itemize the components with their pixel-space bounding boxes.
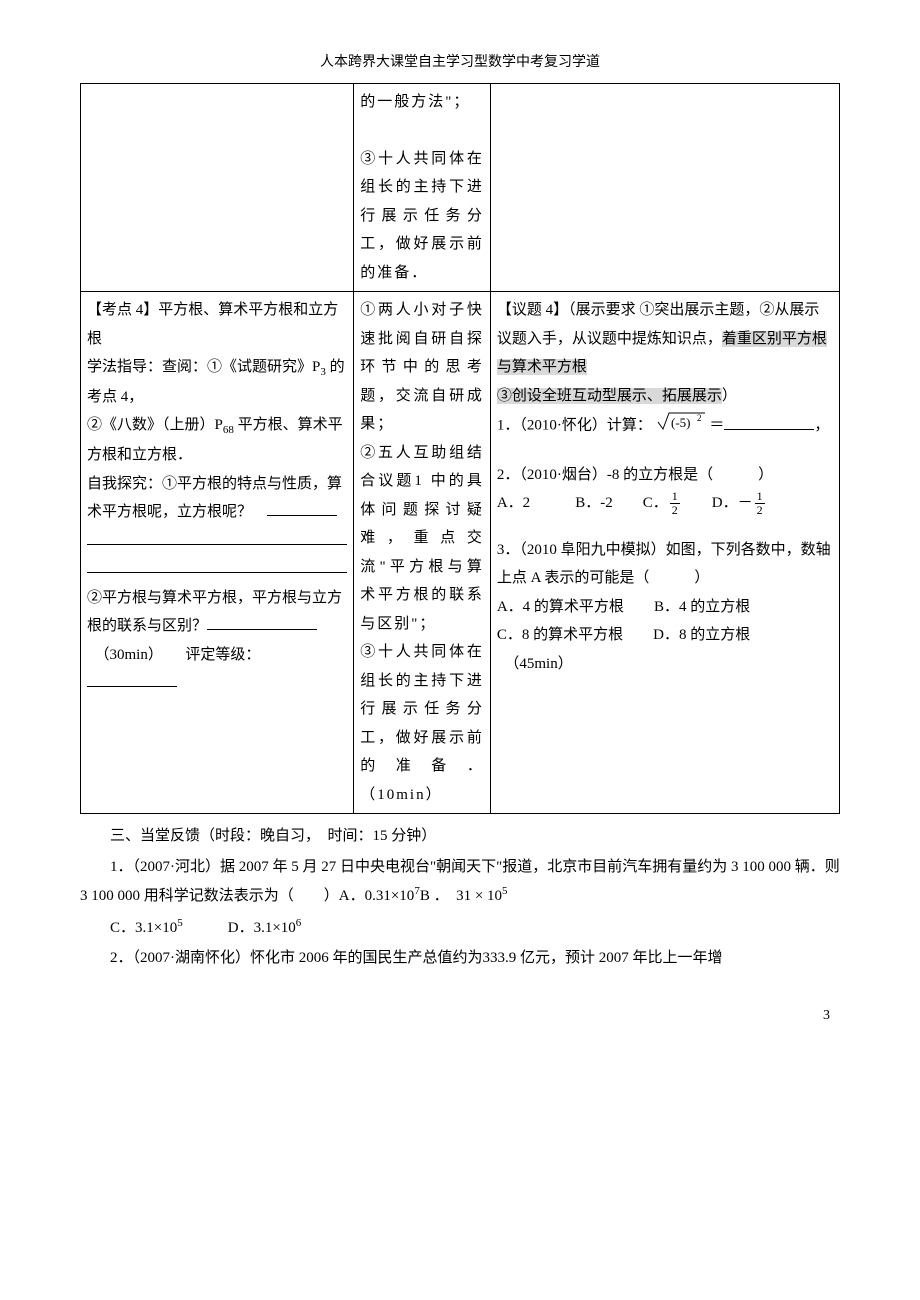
page-number: 3 (80, 1003, 840, 1030)
blank-4 (207, 614, 317, 630)
svg-text:2: 2 (697, 413, 702, 423)
q2-d-pre: D． (712, 495, 738, 511)
r2c2-text: ①两人小对子快速批阅自研自探环节中的思考题，交流自研成果； ②五人互助组结合议题… (360, 302, 484, 803)
q1-blank (724, 414, 814, 430)
q2-b: B．-2 (575, 495, 613, 511)
row1-col3 (490, 83, 839, 292)
time-30: （30min） (102, 647, 155, 663)
q2-opts: A．2 B．-2 C．12 D．－12 (497, 489, 833, 518)
grade-label: 评定等级： (185, 647, 260, 663)
q2-a: A．2 (497, 495, 530, 511)
yiti-hl2-line: ③创设全班互动型展示、拓展展示） (497, 382, 833, 411)
q1b-pre: B ． 31 × 10 (420, 888, 502, 904)
q3-c: C．8 的算术平方根 (497, 627, 623, 643)
q1-line: 1．（2010·怀化）计算： (-5) 2 ＝ ， (497, 410, 833, 443)
below-q1: 1．（2007·河北）据 2007 年 5 月 27 日中央电视台"朝闻天下"报… (80, 853, 840, 911)
section-title: 三、当堂反馈（时段：晚自习， 时间：15 分钟） (80, 822, 840, 851)
q3-d: D．8 的立方根 (653, 627, 750, 643)
q2-c-pre: C． (643, 495, 668, 511)
guide: 学法指导：查阅：①《试题研究》P3 的考点 4， (87, 353, 347, 411)
svg-text:(-5): (-5) (671, 415, 691, 430)
explore-2-line: ②平方根与算术平方根，平方根与立方根的联系与区别？ (87, 584, 347, 641)
kaodian-title: 【考点 4】平方根、算术平方根和立方根 (87, 296, 347, 353)
row2-col1: 【考点 4】平方根、算术平方根和立方根 学法指导：查阅：①《试题研究》P3 的考… (81, 292, 354, 814)
row2-col2: ①两人小对子快速批阅自研自探环节中的思考题，交流自研成果； ②五人互助组结合议题… (354, 292, 491, 814)
below-q1-a: A．0.31×107 (339, 888, 420, 904)
page-header: 人本跨界大课堂自主学习型数学中考复习学道 (80, 50, 840, 77)
sqrt-expr: (-5) 2 (656, 410, 706, 443)
explore-label: 自我探究： (87, 476, 162, 492)
q1d-pre: D．3.1×10 (228, 920, 296, 936)
blank-3 (87, 557, 347, 573)
blank-5 (87, 671, 177, 687)
below-q1-c: C．3.1×105 (110, 920, 183, 936)
guide-2-sub: 68 (223, 424, 234, 436)
q1d-sup: 6 (296, 917, 302, 929)
below-q1-d: D．3.1×106 (228, 920, 302, 936)
below-q1-cd: C．3.1×105 D．3.1×106 (80, 913, 840, 943)
q1-comma: ， (814, 418, 829, 434)
q3-a: A．4 的算术平方根 (497, 599, 624, 615)
guide-2a: ②《八数》（上册）P (87, 417, 223, 433)
q1b-sup: 5 (502, 885, 508, 897)
q3-opts-ab: A．4 的算术平方根 B．4 的立方根 (497, 593, 833, 622)
row1-col1 (81, 83, 354, 292)
blank-1 (267, 500, 337, 516)
yiti-hl-tail: ） (722, 388, 737, 404)
time-grade-line: （30min） 评定等级： (87, 641, 347, 698)
frac2-num: 1 (755, 490, 765, 504)
q2-d: D．－12 (712, 495, 767, 511)
q1-pre: 1．（2010·怀化）计算： (497, 418, 652, 434)
frac-den: 2 (670, 504, 680, 517)
explore-1-line: 自我探究：①平方根的特点与性质，算术平方根呢，立方根呢？ (87, 470, 347, 527)
q3-opts-cd: C．8 的算术平方根 D．8 的立方根 (497, 621, 833, 650)
r1c2-text: 的一般方法"； ③十人共同体在组长的主持下进行展示任务分工，做好展示前的准备． (360, 94, 484, 281)
yiti-head: 【议题 4】（展示要求 ①突出展示主题，②从展示议题入手，从议题中提炼知识点，着… (497, 296, 833, 382)
guide-2: ②《八数》（上册）P68 平方根、算术平方根和立方根． (87, 411, 347, 469)
yiti-hl2: ③创设全班互动型展示、拓展展示 (497, 388, 722, 404)
frac-2: 12 (755, 490, 765, 517)
q1a-pre: A．0.31×10 (339, 888, 415, 904)
q3-line: 3．（2010 阜阳九中模拟）如图，下列各数中，数轴上点 A 表示的可能是（ ） (497, 536, 833, 593)
blank-2 (87, 529, 347, 545)
frac-num: 1 (670, 490, 680, 504)
q3-time-text: （45min） (512, 656, 573, 672)
q3-time: （45min） (497, 650, 833, 679)
q2-line: 2．（2010·烟台）-8 的立方根是（ ） (497, 461, 833, 490)
q2-d-neg: － (738, 495, 753, 511)
below-section: 三、当堂反馈（时段：晚自习， 时间：15 分钟） 1．（2007·河北）据 20… (80, 822, 840, 973)
frac2-den: 2 (755, 504, 765, 517)
q1c-sup: 5 (177, 917, 183, 929)
frac-1: 12 (670, 490, 680, 517)
guide-1: 查阅：①《试题研究》P (162, 359, 320, 375)
q1-tail: ＝ (709, 418, 724, 434)
main-table: 的一般方法"； ③十人共同体在组长的主持下进行展示任务分工，做好展示前的准备． … (80, 83, 840, 815)
q2-c: C．12 (643, 495, 682, 511)
below-q1-b: B ． 31 × 105 (420, 888, 508, 904)
guide-label: 学法指导： (87, 359, 162, 375)
sqrt-icon: (-5) 2 (656, 410, 706, 432)
below-q2: 2．（2007·湖南怀化）怀化市 2006 年的国民生产总值约为333.9 亿元… (80, 944, 840, 973)
q3-b: B．4 的立方根 (654, 599, 750, 615)
row1-col2: 的一般方法"； ③十人共同体在组长的主持下进行展示任务分工，做好展示前的准备． (354, 83, 491, 292)
row2-col3: 【议题 4】（展示要求 ①突出展示主题，②从展示议题入手，从议题中提炼知识点，着… (490, 292, 839, 814)
q1c-pre: C．3.1×10 (110, 920, 177, 936)
